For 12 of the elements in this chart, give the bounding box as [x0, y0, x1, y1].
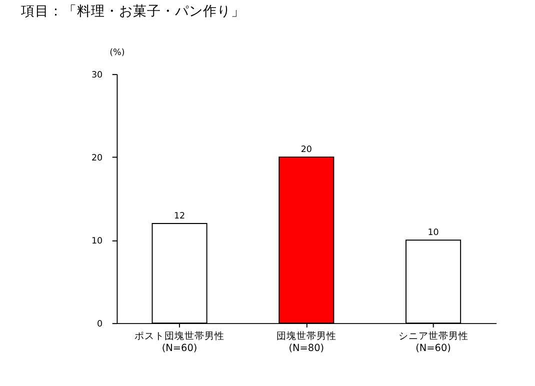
- x-tick-label: ポスト団塊世帯男性 (N=60): [134, 330, 225, 354]
- data-label: 20: [300, 145, 312, 156]
- y-tick-label: 0: [97, 319, 103, 330]
- x-tick-label: シニア世帯男性 (N=60): [398, 330, 468, 354]
- x-tick-label: 団塊世帯男性 (N=80): [276, 330, 336, 354]
- data-label: 12: [174, 212, 186, 222]
- y-tick-label: 20: [91, 153, 103, 164]
- chart-title: 項目：「料理・お菓子・パン作り」: [20, 4, 245, 20]
- y-axis-title: (%): [110, 48, 125, 58]
- data-label: 10: [428, 228, 439, 238]
- y-tick-label: 30: [91, 70, 103, 80]
- y-tick-label: 10: [91, 236, 103, 246]
